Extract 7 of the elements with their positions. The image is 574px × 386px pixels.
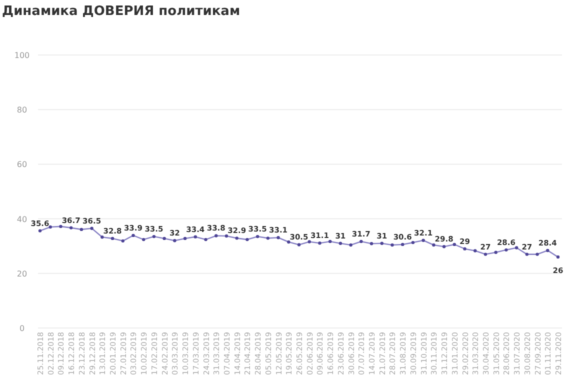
y-tick-label: 100	[14, 51, 30, 60]
y-tick-label: 80	[16, 106, 28, 115]
chart-title: Динамика ДОВЕРИЯ политикам	[2, 4, 240, 19]
y-tick-label: 60	[16, 160, 28, 170]
y-tick-label: 40	[16, 214, 28, 224]
y-tick-label: 20	[16, 269, 28, 278]
y-tick-label: 0	[19, 324, 25, 333]
